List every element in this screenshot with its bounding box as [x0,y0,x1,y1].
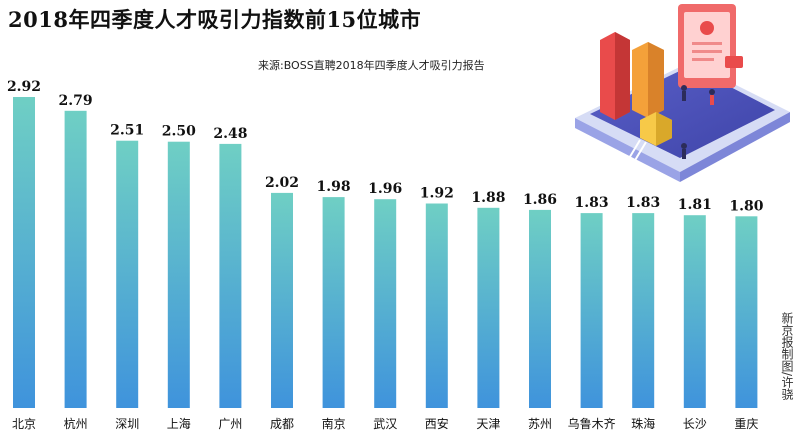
value-label: 2.51 [110,123,144,139]
category-label: 乌鲁木齐 [568,416,616,431]
category-label: 北京 [12,417,36,431]
value-label: 2.48 [213,126,247,142]
category-label: 苏州 [528,417,552,431]
bar-武汉 [374,199,397,408]
category-label: 长沙 [683,417,707,431]
value-label: 1.92 [420,186,454,202]
bar-深圳 [116,140,139,408]
bar-西安 [425,203,448,408]
value-label: 1.88 [471,190,505,206]
illustration [575,4,790,182]
category-label: 成都 [270,417,294,431]
category-label: 西安 [425,416,449,431]
value-label: 2.79 [59,93,93,109]
category-label: 杭州 [64,416,88,431]
bar-北京 [13,97,35,408]
category-label: 深圳 [115,417,139,431]
category-label: 广州 [218,417,242,431]
value-label: 1.98 [317,179,351,195]
category-label: 南京 [322,416,346,431]
value-label: 1.80 [729,198,763,214]
category-label: 重庆 [734,417,758,431]
bar-天津 [477,207,500,408]
bar-杭州 [64,110,87,409]
category-label: 武汉 [373,417,397,431]
chart-source: 来源:BOSS直聘2018年四季度人才吸引力报告 [258,59,485,72]
value-label: 1.96 [368,181,402,197]
value-label: 2.92 [7,79,41,95]
bar-成都 [271,192,293,408]
value-label: 1.83 [575,195,609,211]
category-label: 天津 [476,417,500,431]
bar-上海 [167,141,190,408]
value-label: 1.86 [523,192,557,208]
chart-title: 2018年四季度人才吸引力指数前15位城市 [8,7,422,32]
bar-苏州 [529,209,551,408]
bar-广州 [219,143,242,408]
value-label: 2.50 [162,124,196,140]
bars-group: 2.92 北京 2.79 杭州 2.51 深圳 2.50 上海 2.48 广州 2.02 成都 1.98… [7,79,764,431]
bar-乌鲁木齐 [580,213,603,408]
bar-珠海 [632,213,655,408]
chart-credit: 新京报制图/许骁 [780,312,794,401]
bar-长沙 [683,215,706,408]
value-label: 1.81 [678,197,712,213]
bar-南京 [322,197,345,408]
bar-重庆 [735,216,758,408]
category-label: 上海 [167,416,191,431]
value-label: 1.83 [626,195,660,211]
category-label: 珠海 [631,416,655,431]
value-label: 2.02 [265,175,299,191]
